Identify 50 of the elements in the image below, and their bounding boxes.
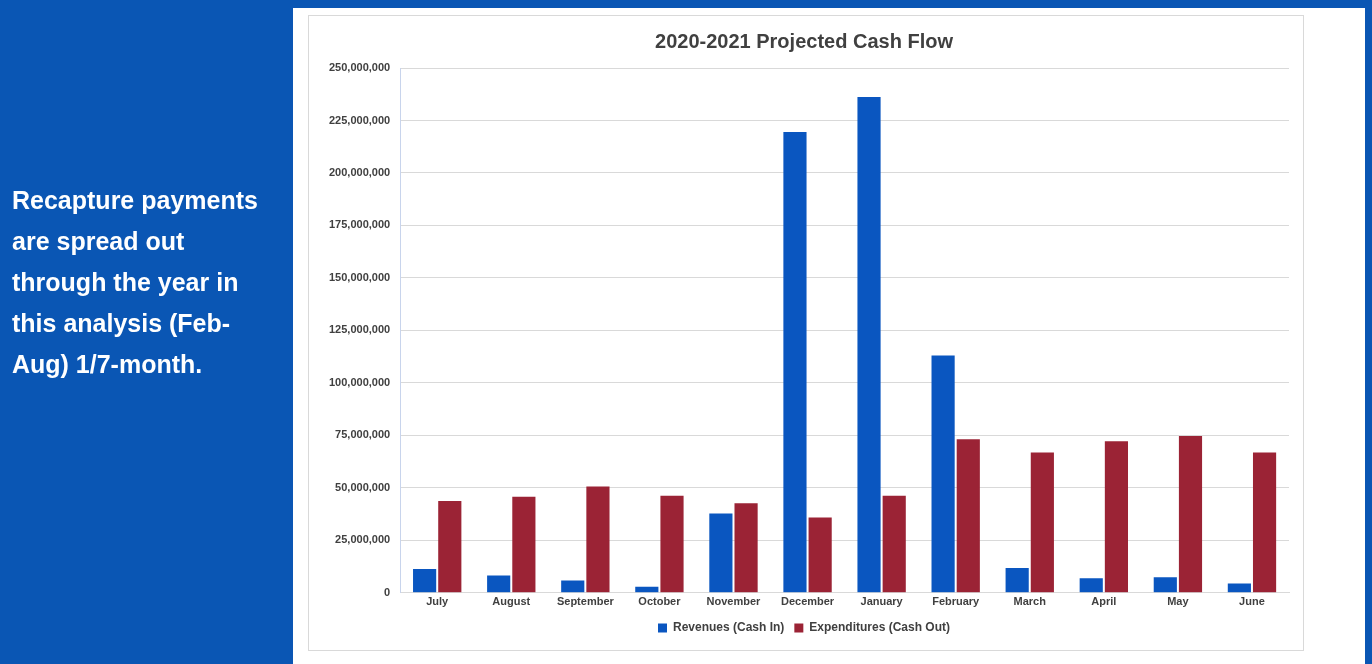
bar	[931, 355, 955, 593]
bar	[734, 503, 758, 593]
bar	[1005, 568, 1029, 593]
x-tick-label: February	[932, 595, 981, 608]
x-tick-label: March	[1013, 595, 1047, 608]
bar	[660, 495, 684, 593]
y-tick-label: 125,000,000	[329, 323, 391, 336]
bar	[808, 517, 832, 593]
y-tick-label: 100,000,000	[329, 375, 391, 388]
bar	[1227, 583, 1251, 593]
bar	[1104, 441, 1128, 593]
bar	[487, 575, 511, 593]
bar	[413, 569, 437, 593]
y-tick-label: 200,000,000	[329, 165, 391, 178]
y-tick-label: 250,000,000	[329, 61, 391, 74]
y-tick-label: 225,000,000	[329, 113, 391, 126]
y-tick-label: 50,000,000	[335, 480, 391, 493]
x-tick-label: November	[706, 595, 762, 608]
bar	[1030, 452, 1054, 593]
bar	[783, 132, 807, 593]
text: Recapture payments are spread out through the year in this analysis (Feb-Aug) 1/7-month.	[12, 185, 259, 380]
y-tick-label: 175,000,000	[329, 218, 391, 231]
bar	[1178, 435, 1203, 593]
chart-title: 2020-2021 Projected Cash Flow	[655, 29, 954, 52]
bar	[1153, 577, 1177, 593]
y-tick-label: 25,000,000	[335, 533, 391, 546]
y-tick-label: 0	[384, 585, 391, 598]
bar	[586, 486, 610, 593]
x-tick-label: April	[1091, 595, 1117, 608]
x-tick-label: September	[556, 595, 615, 608]
y-tick-label: 75,000,000	[335, 428, 391, 441]
x-tick-label: January	[860, 595, 904, 608]
bar	[1252, 452, 1277, 593]
x-tick-label: October	[638, 595, 682, 608]
bar	[882, 495, 906, 593]
x-tick-label: June	[1239, 595, 1265, 608]
bar	[512, 496, 536, 593]
bar	[561, 580, 585, 593]
bar	[709, 513, 733, 593]
legend-label: Expenditures (Cash Out)	[809, 620, 951, 635]
bar	[956, 439, 980, 593]
bar	[1079, 578, 1103, 593]
x-tick-label: July	[426, 595, 450, 608]
y-tick-label: 150,000,000	[329, 270, 391, 283]
x-tick-label: December	[780, 595, 835, 608]
bar	[438, 501, 462, 593]
legend-label: Revenues (Cash In)	[672, 620, 785, 635]
x-tick-label: May	[1167, 595, 1190, 608]
x-tick-label: August	[492, 595, 531, 608]
bar	[857, 96, 881, 593]
